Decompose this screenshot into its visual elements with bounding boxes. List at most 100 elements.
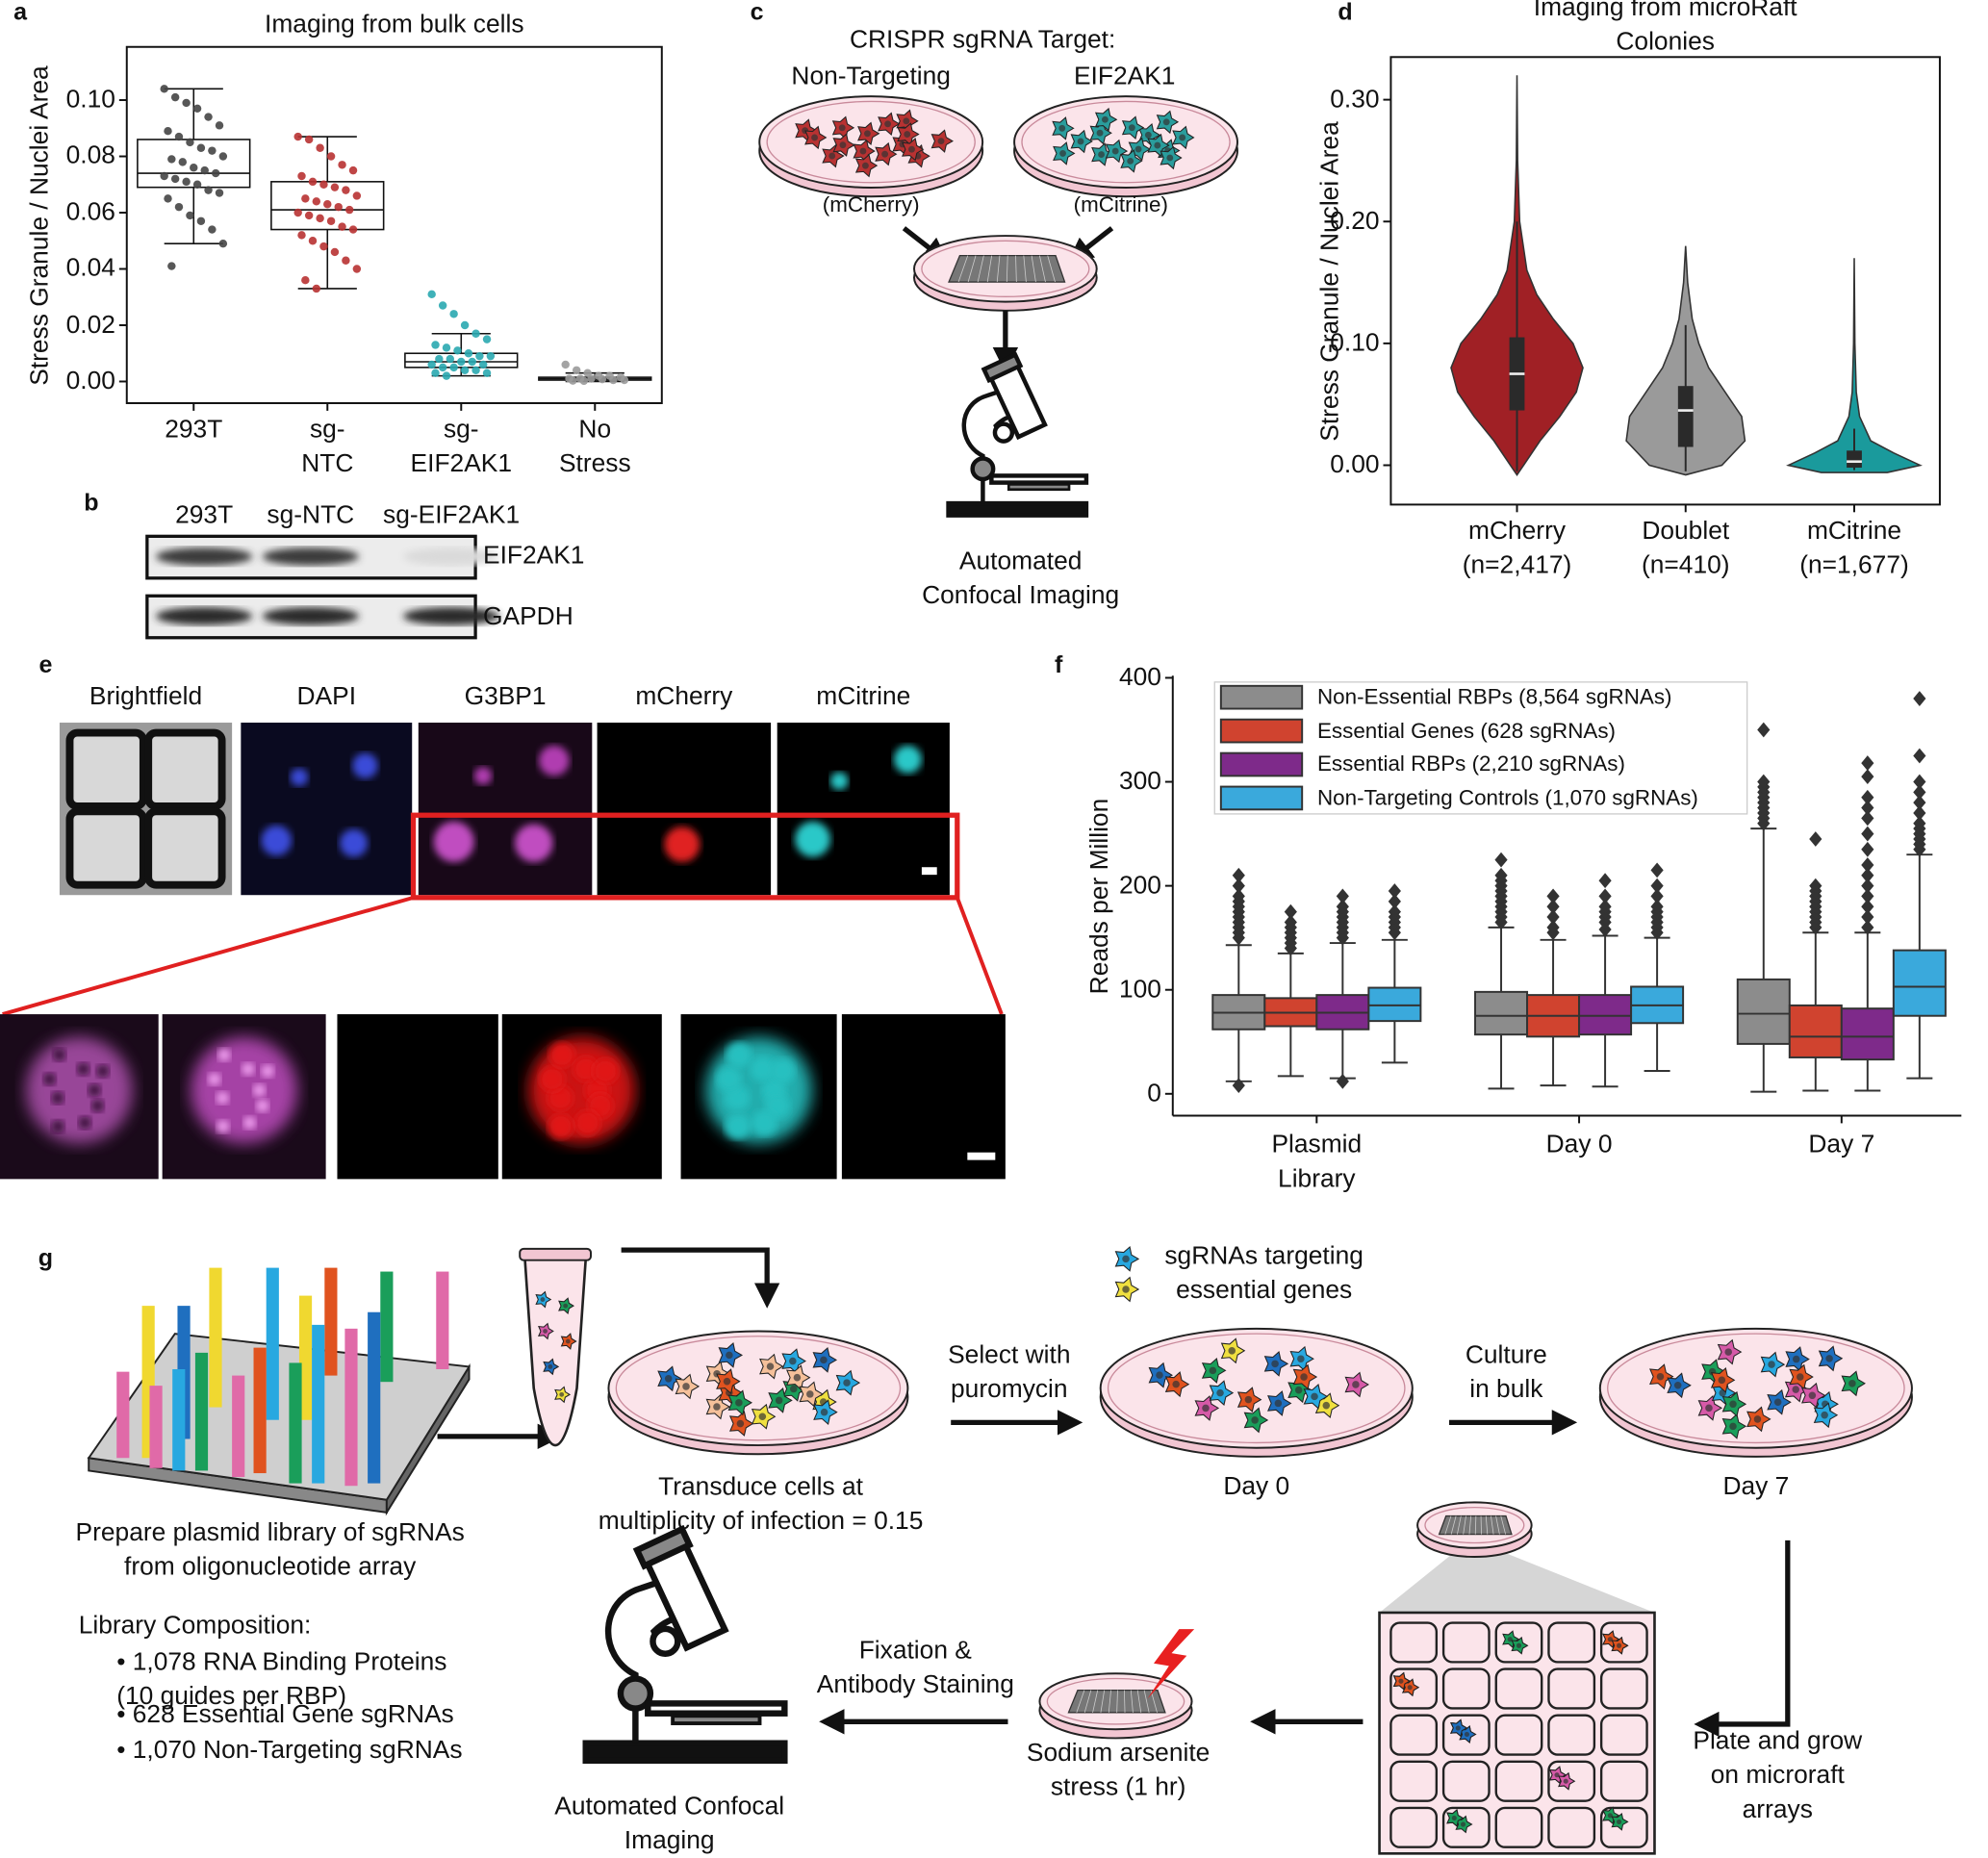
fluor-cell: [514, 824, 553, 862]
fluor-cell: [664, 827, 701, 862]
flier: [1913, 748, 1926, 764]
step-label: Select with puromycin: [948, 1341, 1071, 1404]
zoom-granule: [88, 1083, 101, 1097]
cell-nucleus: [1098, 151, 1105, 159]
fluor-cell: [473, 767, 493, 785]
raft-line: [957, 255, 969, 283]
data-point: [338, 222, 346, 231]
microscope-arm: [961, 389, 1002, 504]
raft: [1389, 1621, 1439, 1664]
cell-nucleus: [839, 141, 847, 149]
zoom-granule: [216, 1091, 229, 1105]
data-point: [323, 200, 332, 209]
zoom-line: [955, 897, 1004, 1015]
zoom-granule: [548, 1113, 574, 1139]
cell-nucleus: [1724, 1348, 1733, 1356]
cell-nucleus: [1753, 1415, 1762, 1423]
cell-nucleus: [1617, 1642, 1622, 1648]
step-label: Transduce cells at multiplicity of infec…: [598, 1473, 924, 1536]
cell-nucleus: [884, 120, 892, 128]
cell-nucleus: [1797, 1373, 1804, 1381]
raft-line: [986, 255, 993, 283]
legend-frame: [1213, 681, 1748, 815]
zoom-granule: [752, 1109, 777, 1136]
cell-nucleus: [1122, 1255, 1130, 1263]
flier: [1861, 899, 1874, 915]
y-axis-label: Stress Granule / Nuclei Area: [1316, 120, 1345, 442]
oligo: [209, 1267, 222, 1408]
data-point: [160, 85, 168, 93]
y-tick-label: 0.10: [1330, 328, 1380, 357]
oligo: [266, 1267, 279, 1420]
flier: [1650, 862, 1664, 878]
box: [1840, 1007, 1895, 1061]
legend-label: Essential Genes (628 sgRNAs): [1316, 718, 1616, 743]
data-point: [182, 177, 191, 187]
zoom-cell: [26, 1036, 133, 1144]
raft: [1494, 1667, 1543, 1710]
cell-nucleus: [1162, 118, 1170, 126]
raft: [1389, 1806, 1439, 1848]
data-point: [449, 310, 458, 318]
cell-nucleus: [903, 117, 910, 125]
cell-nucleus: [937, 138, 945, 145]
box: [1892, 949, 1947, 1017]
cell-nucleus: [1294, 1386, 1303, 1394]
cell-nucleus: [828, 152, 836, 160]
zoom-granule: [593, 1057, 619, 1084]
flier: [1336, 888, 1349, 904]
dish: [1013, 95, 1238, 189]
data-point: [427, 360, 436, 369]
cell-nucleus: [1127, 157, 1134, 165]
box: [1677, 386, 1694, 447]
raft-line: [1039, 255, 1046, 283]
raft: [1494, 1806, 1543, 1848]
flier: [1232, 878, 1245, 894]
cell-nucleus: [793, 1373, 802, 1382]
violin: [1786, 258, 1923, 473]
zoom-granule: [725, 1113, 751, 1139]
image-panel: [418, 723, 593, 896]
blot-band: [262, 607, 359, 625]
cell-nucleus: [838, 124, 846, 132]
zoom-granule: [726, 1042, 752, 1068]
flier: [1861, 857, 1874, 873]
data-point: [460, 320, 470, 330]
tube: [523, 1258, 588, 1447]
data-point: [472, 329, 480, 338]
cell-nucleus: [1656, 1372, 1665, 1381]
flier: [1861, 919, 1874, 935]
cell-nucleus: [820, 1356, 828, 1364]
data-point: [342, 186, 350, 194]
oligo: [172, 1369, 186, 1471]
readout-label: Automated Confocal Imaging: [922, 547, 1120, 610]
chart-title: Imaging from microRaft Colonies: [1533, 0, 1797, 56]
zoom-funnel: [1379, 1549, 1655, 1613]
cell-nucleus: [1563, 1778, 1568, 1784]
fluor-cell: [893, 745, 922, 774]
zoom-granule: [256, 1099, 269, 1112]
data-point: [192, 180, 202, 189]
cell-nucleus: [1792, 1386, 1799, 1393]
data-point: [342, 256, 350, 265]
flier: [1757, 774, 1771, 790]
zoom-granule: [90, 1099, 105, 1112]
data-point: [297, 231, 306, 240]
channel-label: DAPI: [296, 682, 357, 711]
legend-label: Non-Essential RBPs (8,564 sgRNAs): [1316, 684, 1672, 709]
plot-frame: [125, 45, 663, 404]
flier: [1336, 1073, 1349, 1089]
cell-nucleus: [1228, 1347, 1236, 1355]
flier: [1336, 899, 1349, 915]
box: [1474, 990, 1529, 1036]
cell-nucleus: [1729, 1400, 1737, 1409]
raft-line: [1023, 255, 1027, 283]
data-point: [334, 202, 343, 212]
raft-line: [996, 255, 1001, 283]
data-point: [218, 152, 228, 161]
cell-nucleus: [735, 1399, 743, 1407]
flier: [1861, 878, 1874, 894]
raft-line: [1083, 1690, 1092, 1713]
flier: [1861, 826, 1874, 842]
data-point: [170, 174, 180, 184]
